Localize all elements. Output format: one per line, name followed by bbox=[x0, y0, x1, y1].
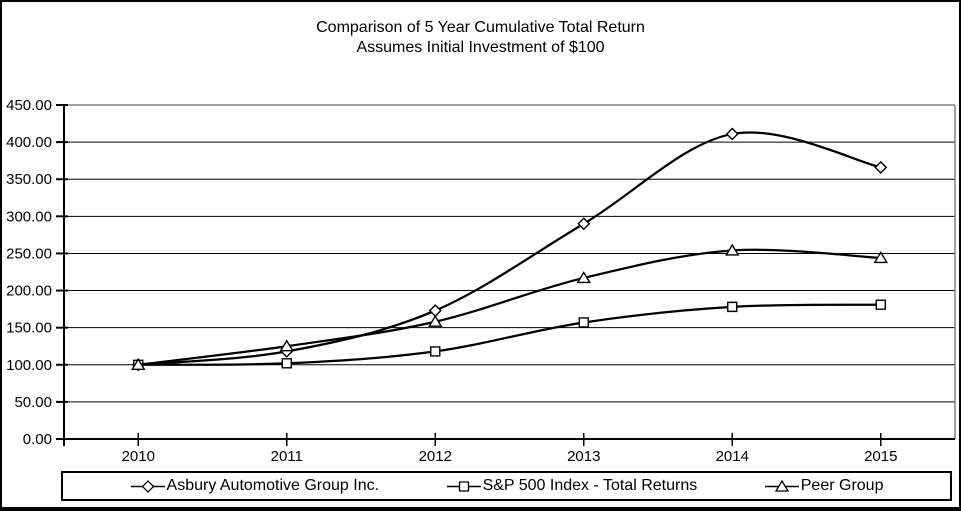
y-tick-label: 150.00 bbox=[6, 320, 52, 337]
chart-title-line1: Comparison of 5 Year Cumulative Total Re… bbox=[316, 19, 645, 36]
data-point-square-marker bbox=[875, 299, 886, 310]
y-tick-label: 400.00 bbox=[6, 134, 52, 151]
legend-label: S&P 500 Index - Total Returns bbox=[482, 477, 698, 494]
data-point-triangle-marker bbox=[725, 243, 740, 256]
legend-item-asbury-automotive-group-inc: Asbury Automotive Group Inc. bbox=[130, 477, 380, 495]
y-tick-label: 50.00 bbox=[14, 394, 52, 411]
series-line-peer-group bbox=[138, 248, 881, 366]
series-line-s-p-500-index-total-returns bbox=[138, 303, 881, 366]
y-tick-label: 450.00 bbox=[6, 97, 52, 114]
y-tick-label: 250.00 bbox=[6, 245, 52, 262]
data-point-triangle-marker bbox=[279, 339, 294, 352]
chart-title-line2: Assumes Initial Investment of $100 bbox=[356, 39, 605, 56]
data-point-triangle-marker bbox=[576, 271, 591, 284]
x-tick-label: 2012 bbox=[419, 448, 452, 465]
y-tick-label: 200.00 bbox=[6, 283, 52, 300]
data-point-diamond-marker bbox=[428, 304, 442, 318]
legend-item-peer-group: Peer Group bbox=[764, 477, 884, 495]
y-tick-label: 300.00 bbox=[6, 208, 52, 225]
data-point-diamond-marker bbox=[874, 160, 888, 174]
data-point-triangle-marker bbox=[873, 251, 888, 264]
x-tick-label: 2011 bbox=[271, 448, 303, 465]
y-tick-label: 0.00 bbox=[23, 431, 52, 448]
data-point-triangle-marker bbox=[428, 314, 443, 327]
data-point-square-marker bbox=[578, 317, 589, 328]
legend-triangle-marker-icon bbox=[764, 479, 799, 492]
data-point-diamond-marker bbox=[577, 217, 591, 231]
legend-diamond-marker-icon bbox=[130, 479, 165, 493]
data-point-diamond-marker bbox=[725, 127, 739, 141]
series-line-asbury-automotive-group-inc bbox=[138, 131, 881, 366]
legend-label: Asbury Automotive Group Inc. bbox=[166, 477, 380, 494]
x-tick-label: 2010 bbox=[122, 448, 155, 465]
chart-title: Comparison of 5 Year Cumulative Total Re… bbox=[2, 18, 959, 58]
data-point-square-marker bbox=[727, 301, 738, 313]
y-tick-label: 100.00 bbox=[6, 357, 52, 374]
data-point-square-marker bbox=[281, 358, 292, 369]
legend: Asbury Automotive Group Inc. S&P 500 Inde… bbox=[61, 471, 952, 501]
data-point-triangle-marker bbox=[131, 357, 146, 370]
x-tick-label: 2013 bbox=[567, 448, 600, 465]
x-tick-label: 2014 bbox=[716, 448, 749, 465]
legend-item-s-p-500-index-total-returns: S&P 500 Index - Total Returns bbox=[446, 477, 698, 495]
data-point-square-marker bbox=[430, 346, 441, 357]
legend-square-marker-icon bbox=[446, 480, 481, 492]
x-tick-label: 2015 bbox=[864, 448, 897, 465]
y-tick-label: 350.00 bbox=[6, 171, 52, 188]
legend-label: Peer Group bbox=[800, 477, 884, 494]
